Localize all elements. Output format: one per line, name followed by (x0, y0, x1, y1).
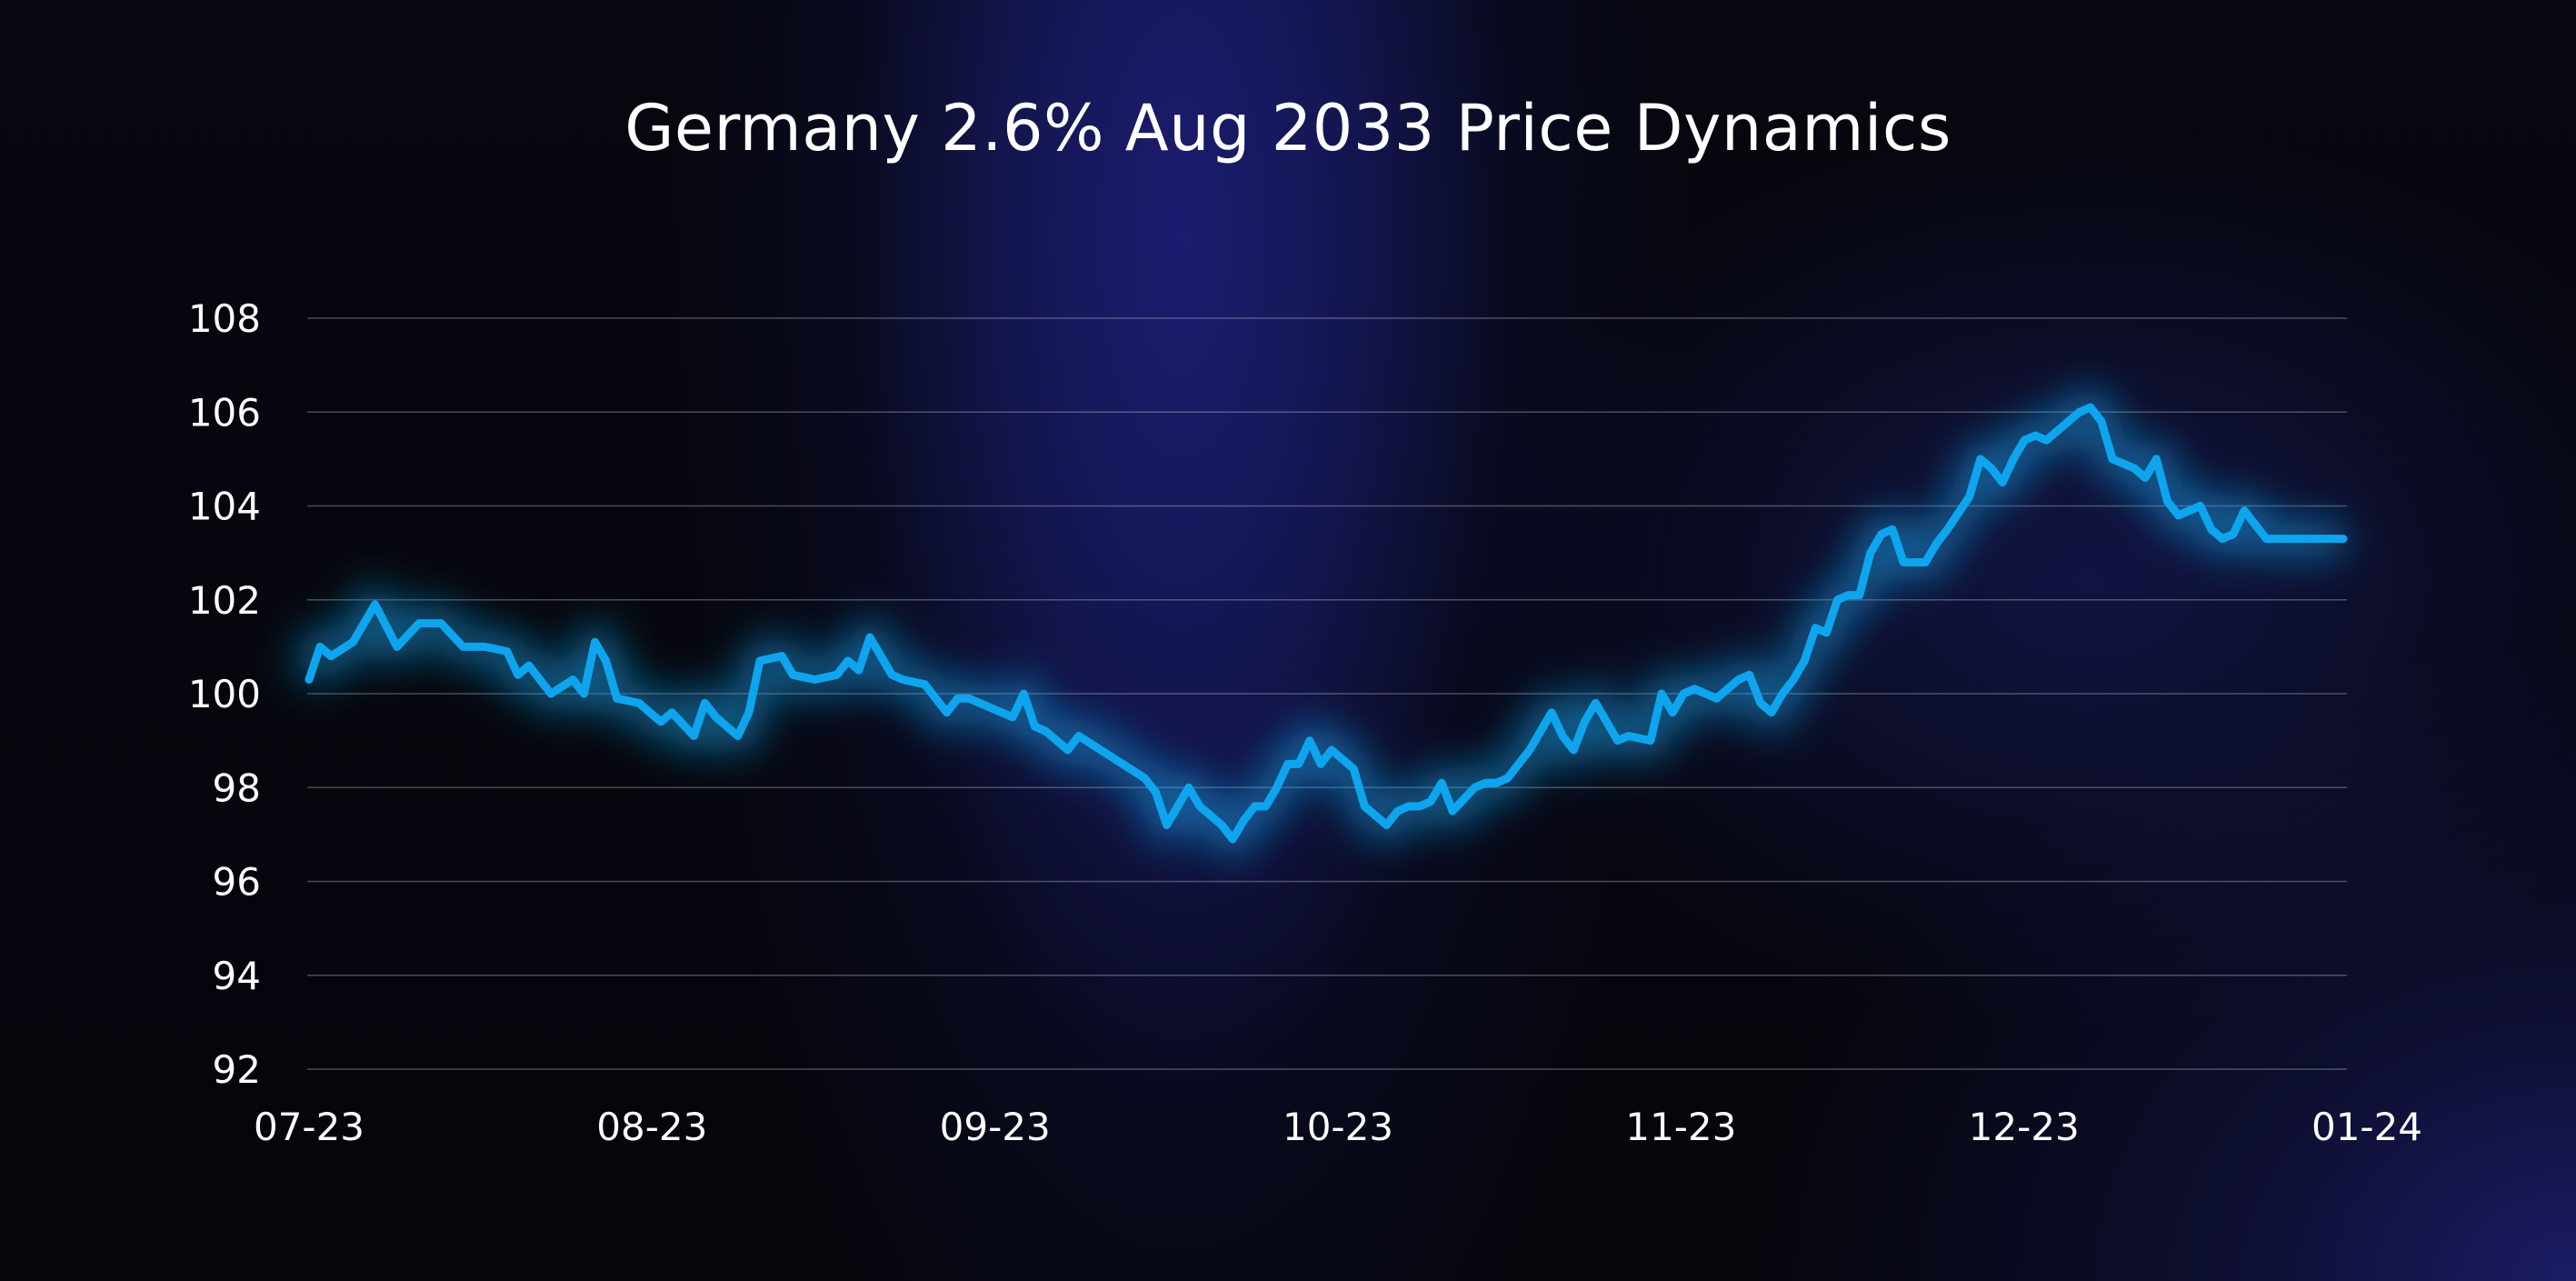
x-tick-label: 07-23 (254, 1105, 364, 1149)
y-tick-label: 96 (213, 860, 261, 905)
y-tick-label: 104 (188, 485, 261, 529)
y-tick-label: 106 (188, 390, 261, 435)
x-axis-tick-labels: 07-23 08-23 09-23 10-23 11-23 12-23 01-24 (254, 1105, 2422, 1149)
x-tick-label: 10-23 (1283, 1105, 1393, 1149)
y-axis-tick-labels: 92 94 96 98 100 102 104 106 108 (188, 296, 261, 1092)
gridlines (307, 317, 2347, 1070)
y-tick-label: 98 (213, 766, 261, 810)
x-tick-label: 11-23 (1625, 1105, 1736, 1149)
chart-title: Germany 2.6% Aug 2033 Price Dynamics (624, 91, 1952, 165)
series-line-group (292, 389, 2351, 857)
x-tick-label: 01-24 (2311, 1105, 2422, 1149)
y-tick-label: 94 (213, 954, 261, 998)
y-tick-label: 102 (188, 578, 261, 623)
y-tick-label: 92 (213, 1047, 261, 1092)
series-line-glow (292, 389, 2351, 857)
price-line (305, 403, 2348, 844)
y-tick-label: 108 (188, 296, 261, 341)
x-tick-label: 08-23 (596, 1105, 707, 1149)
x-tick-label: 09-23 (940, 1105, 1051, 1149)
x-tick-label: 12-23 (1969, 1105, 2080, 1149)
y-tick-label: 100 (188, 672, 261, 716)
